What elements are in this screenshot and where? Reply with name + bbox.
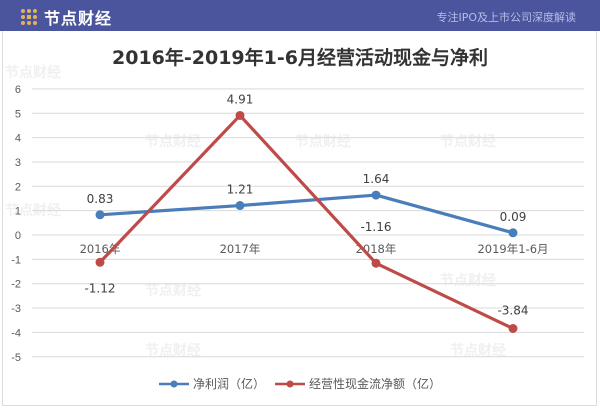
y-tick-label: -1 [11, 254, 21, 266]
data-label: -3.84 [497, 304, 528, 318]
data-label: 0.83 [87, 192, 114, 206]
slogan: 专注IPO及上市公司深度解读 [436, 11, 576, 24]
series-line [98, 113, 514, 330]
y-tick-label: -5 [11, 352, 21, 364]
data-label: 1.64 [363, 172, 390, 186]
watermark: 节点财经 [440, 273, 496, 289]
watermark: 节点财经 [145, 343, 201, 359]
y-tick-label: 2 [15, 181, 21, 193]
y-tick-label: 6 [15, 84, 21, 96]
watermark: 节点财经 [5, 65, 61, 81]
data-label: 1.21 [227, 183, 254, 197]
x-tick-label: 2019年1-6月 [477, 242, 548, 256]
y-tick-label: 3 [15, 157, 21, 169]
y-tick-label: 1 [15, 206, 21, 218]
data-point [95, 210, 105, 220]
y-tick-label: -2 [11, 279, 21, 291]
chart-title: 2016年-2019年1-6月经营活动现金与净利 [112, 47, 488, 69]
x-tick-label: 2017年 [220, 242, 261, 256]
legend: 净利润（亿） 经营性现金流净额（亿） [0, 375, 600, 392]
logo-icon [21, 9, 37, 25]
app-header: 节点财经 专注IPO及上市公司深度解读 [0, 0, 600, 31]
data-point [508, 324, 518, 334]
legend-item-operating-cashflow: 经营性现金流净额（亿） [275, 375, 441, 392]
data-label: 0.09 [500, 210, 527, 224]
y-axis-ticks: 6 5 4 3 2 1 0 -1 -2 -3 -4 -5 [11, 84, 21, 364]
data-point [371, 190, 381, 200]
y-tick-label: 0 [15, 230, 21, 242]
data-point [235, 201, 245, 211]
y-tick-label: 4 [15, 133, 21, 145]
legend-label: 净利润（亿） [192, 377, 265, 391]
data-label: -1.16 [360, 220, 391, 234]
y-tick-label: 5 [15, 108, 21, 120]
data-point [235, 110, 245, 120]
data-labels: 0.83 1.21 1.64 0.09 -1.12 4.91 -1.16 -3.84 [84, 92, 528, 317]
x-axis-labels: 2016年 2017年 2018年 2019年1-6月 [80, 242, 549, 256]
legend-item-net-profit: 净利润（亿） [158, 375, 265, 392]
brand: 节点财经 [20, 5, 112, 29]
series-line [99, 193, 514, 235]
data-series [95, 110, 518, 334]
line-marker-icon [158, 380, 189, 387]
legend-label: 经营性现金流净额（亿） [309, 377, 442, 391]
y-tick-label: -4 [11, 327, 21, 339]
data-label: 4.91 [227, 92, 254, 106]
data-point [508, 228, 518, 238]
line-marker-icon [275, 380, 305, 387]
data-point [95, 257, 105, 267]
watermark: 节点财经 [450, 343, 506, 359]
y-tick-label: -3 [11, 303, 21, 315]
data-point [371, 258, 381, 268]
watermark: 节点财经 [145, 283, 201, 299]
brand-name: 节点财经 [44, 9, 113, 28]
data-label: -1.12 [84, 281, 115, 295]
